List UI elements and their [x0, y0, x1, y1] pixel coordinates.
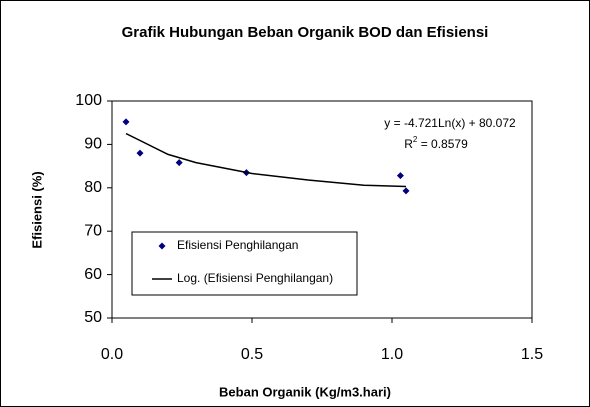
point: [396, 172, 404, 180]
r-base: R: [404, 137, 413, 151]
x-tick-label: 1.5: [521, 346, 543, 363]
y-tick-label: 90: [84, 136, 102, 153]
y-tick-label: 60: [84, 266, 102, 283]
legend-marker: [158, 242, 166, 250]
legend-box: [131, 231, 358, 296]
chart-title: Grafik Hubungan Beban Organik BOD dan Ef…: [122, 24, 489, 41]
x-tick-label: 1.0: [381, 346, 403, 363]
legend-label: Efisiensi Penghilangan: [177, 238, 298, 252]
r-rest: = 0.8579: [417, 137, 468, 151]
r-squared: R2 = 0.8579: [404, 135, 468, 151]
x-tick-label: 0.0: [101, 346, 123, 363]
legend-label: Log. (Efisiensi Penghilangan): [177, 271, 333, 285]
y-tick-label: 80: [84, 179, 102, 196]
y-axis-title: Efisiensi (%): [29, 171, 44, 248]
y-tick-label: 70: [84, 222, 102, 239]
trend-line: [125, 132, 407, 188]
trend-equation: y = -4.721Ln(x) + 80.072: [384, 116, 516, 130]
y-tick-label: 50: [84, 309, 102, 326]
point: [175, 159, 183, 167]
r-sup: 2: [413, 135, 418, 144]
x-tick-label: 0.5: [241, 346, 263, 363]
point: [122, 118, 130, 126]
y-tick-label: 100: [75, 92, 102, 109]
point: [402, 187, 410, 195]
plot-frame: [111, 100, 533, 319]
point: [136, 149, 144, 157]
x-axis-title: Beban Organik (Kg/m3.hari): [219, 384, 391, 399]
